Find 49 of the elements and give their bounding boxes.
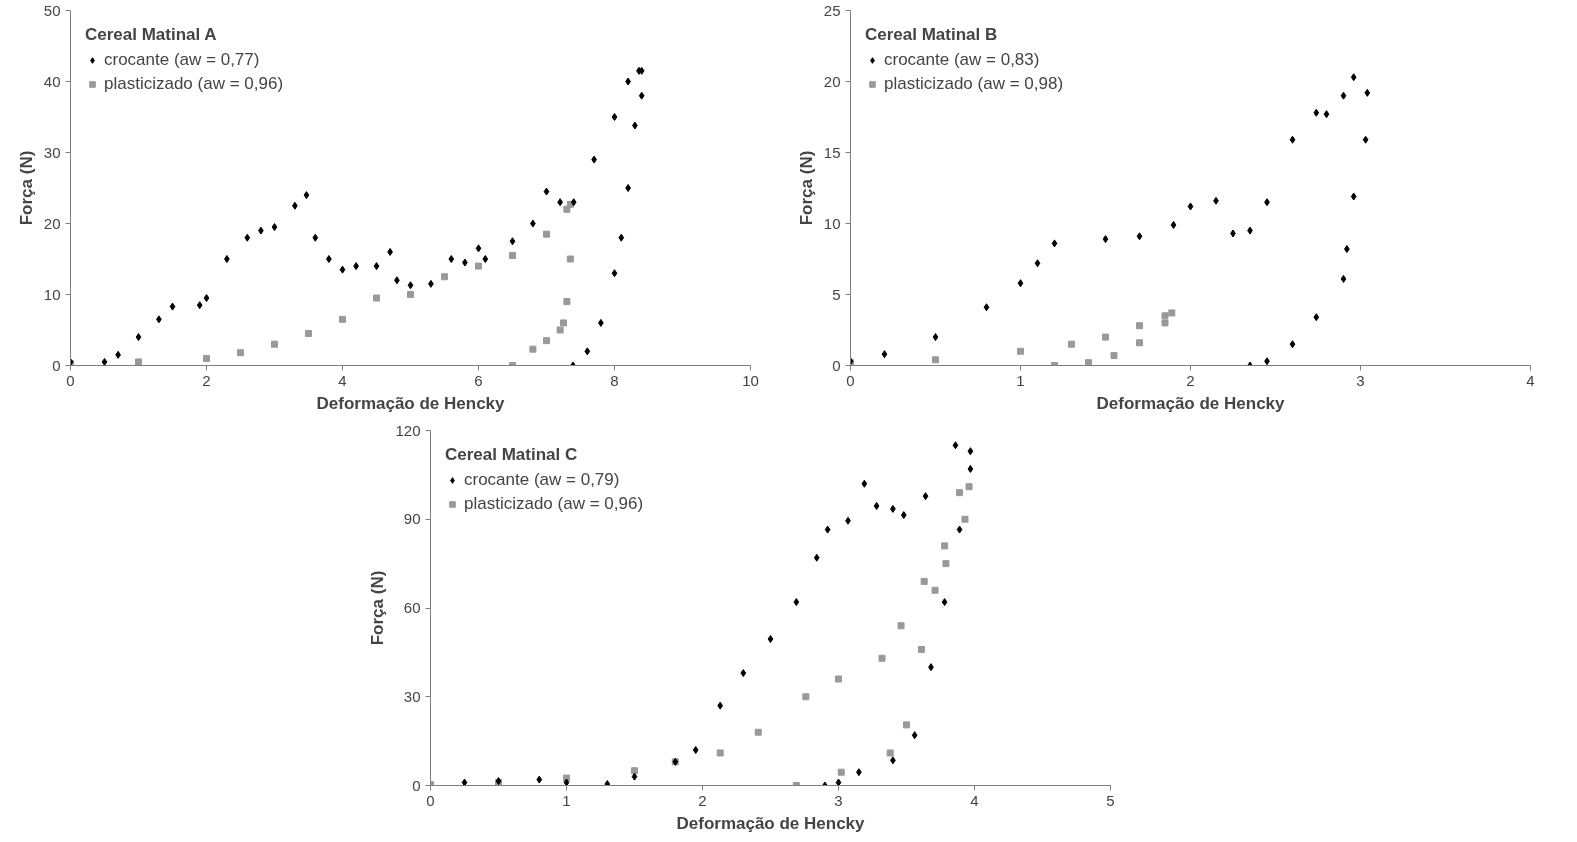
x-tick-label: 1	[562, 791, 571, 809]
y-tick-label: 0	[52, 356, 61, 374]
x-tick-label: 1	[1016, 371, 1025, 389]
legend-title: Cereal Matinal A	[85, 25, 218, 45]
x-tick-label: 2	[202, 371, 211, 389]
y-tick-label: 60	[403, 599, 421, 616]
y-tick-label: 40	[43, 72, 61, 90]
y-axis-title: Força (N)	[16, 150, 36, 226]
x-tick-label: 3	[1356, 371, 1365, 389]
y-tick-label: 50	[43, 1, 61, 19]
y-tick-label: 0	[412, 776, 421, 794]
y-tick-label: 10	[43, 285, 61, 303]
legend-label: plasticizado (aw = 0,96)	[104, 74, 284, 94]
x-axis-title: Deformação de Hencky	[316, 393, 506, 413]
y-axis-title: Força (N)	[796, 150, 816, 226]
x-tick-label: 5	[1106, 791, 1115, 809]
x-tick-label: 3	[834, 791, 843, 809]
x-tick-label: 10	[742, 371, 759, 389]
y-tick-label: 5	[832, 285, 841, 303]
x-tick-label: 2	[1186, 371, 1195, 389]
y-tick-label: 90	[403, 510, 421, 528]
x-tick-label: 4	[338, 371, 347, 389]
y-tick-label: 0	[832, 356, 841, 374]
legend-title: Cereal Matinal B	[865, 25, 999, 45]
y-tick-label: 20	[823, 72, 841, 90]
x-axis-title: Deformação de Hencky	[1096, 393, 1286, 413]
legend-label: crocante (aw = 0,79)	[464, 470, 620, 490]
y-tick-label: 120	[395, 421, 421, 439]
legend-label: crocante (aw = 0,77)	[104, 50, 260, 70]
x-tick-label: 4	[970, 791, 979, 809]
legend-label: crocante (aw = 0,83)	[884, 50, 1040, 70]
y-tick-label: 10	[823, 214, 841, 232]
legend-label: plasticizado (aw = 0,96)	[464, 494, 644, 514]
y-tick-label: 30	[403, 687, 421, 705]
y-axis-title: Força (N)	[368, 570, 388, 646]
y-tick-label: 25	[823, 1, 841, 19]
x-tick-label: 4	[1526, 371, 1535, 389]
legend-label: plasticizado (aw = 0,98)	[884, 74, 1064, 94]
x-tick-label: 6	[474, 371, 483, 389]
legend-title: Cereal Matinal C	[445, 445, 579, 465]
x-tick-label: 0	[426, 791, 435, 809]
y-tick-label: 20	[43, 214, 61, 232]
x-tick-label: 2	[698, 791, 707, 809]
x-tick-label: 0	[66, 371, 75, 389]
y-tick-label: 30	[43, 143, 61, 161]
x-axis-title: Deformação de Hencky	[676, 813, 866, 833]
x-tick-label: 0	[846, 371, 855, 389]
y-tick-label: 15	[823, 143, 841, 161]
x-tick-label: 8	[610, 371, 619, 389]
